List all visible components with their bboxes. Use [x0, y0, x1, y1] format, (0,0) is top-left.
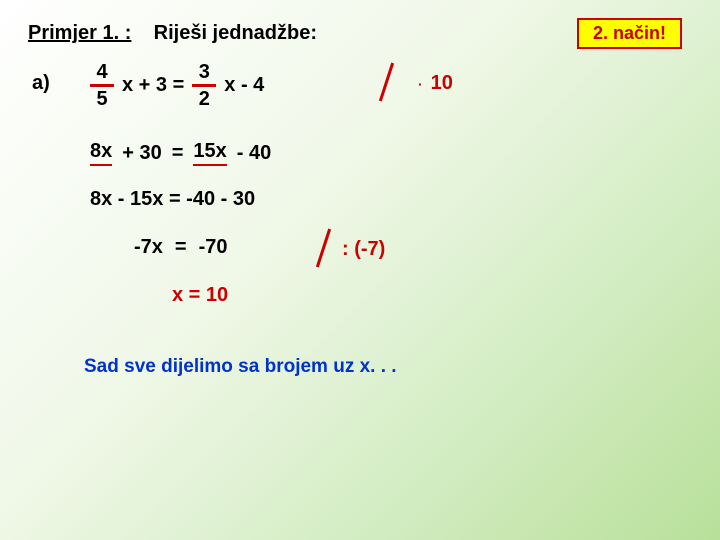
equation-step3: 8x - 15x = -40 - 30	[90, 188, 255, 211]
eq3-text: 8x - 15x = -40 - 30	[90, 188, 255, 211]
equation-step4: -7x = -70	[134, 236, 228, 259]
subtask-label: a)	[32, 72, 50, 95]
eq1-mid2: x - 4	[224, 74, 264, 97]
eq2-lhs1: 8x	[90, 140, 112, 166]
method-badge: 2. način!	[577, 18, 682, 49]
divide-slash-icon	[316, 229, 331, 268]
frac1-den: 5	[96, 87, 107, 109]
eq2-eq: =	[172, 142, 184, 165]
eq4-rhs: -70	[199, 236, 228, 259]
frac2-den: 2	[199, 87, 210, 109]
eq2-lhs2: + 30	[122, 142, 161, 165]
title-prefix: Primjer 1. :	[28, 22, 131, 44]
page-title: Primjer 1. : Riješi jednadžbe:	[28, 22, 317, 45]
eq1-mid1: x + 3 =	[122, 74, 184, 97]
fraction-1: 4 5	[90, 62, 114, 109]
multiply-dot: ·	[418, 76, 423, 92]
title-rest: Riješi jednadžbe:	[154, 22, 317, 44]
explanation-text: Sad sve dijelimo sa brojem uz x. . .	[84, 356, 397, 378]
equation-step2: 8x + 30 = 15x - 40	[90, 140, 271, 166]
multiply-slash-icon	[379, 63, 394, 102]
eq4-lhs: -7x	[134, 236, 163, 259]
equation-original: 4 5 x + 3 = 3 2 x - 4	[90, 62, 264, 109]
eq5-text: x = 10	[172, 284, 228, 307]
eq2-rhs2: - 40	[237, 142, 271, 165]
fraction-2: 3 2	[192, 62, 216, 109]
eq2-rhs1: 15x	[193, 140, 226, 166]
multiply-value: 10	[431, 72, 453, 95]
divide-annotation: : (-7)	[342, 238, 385, 261]
frac2-num: 3	[199, 62, 210, 84]
equation-result: x = 10	[172, 284, 228, 307]
divide-op: : (-7)	[342, 238, 385, 261]
multiply-annotation: · 10	[418, 72, 453, 95]
eq4-eq: =	[175, 236, 187, 259]
frac1-num: 4	[96, 62, 107, 84]
